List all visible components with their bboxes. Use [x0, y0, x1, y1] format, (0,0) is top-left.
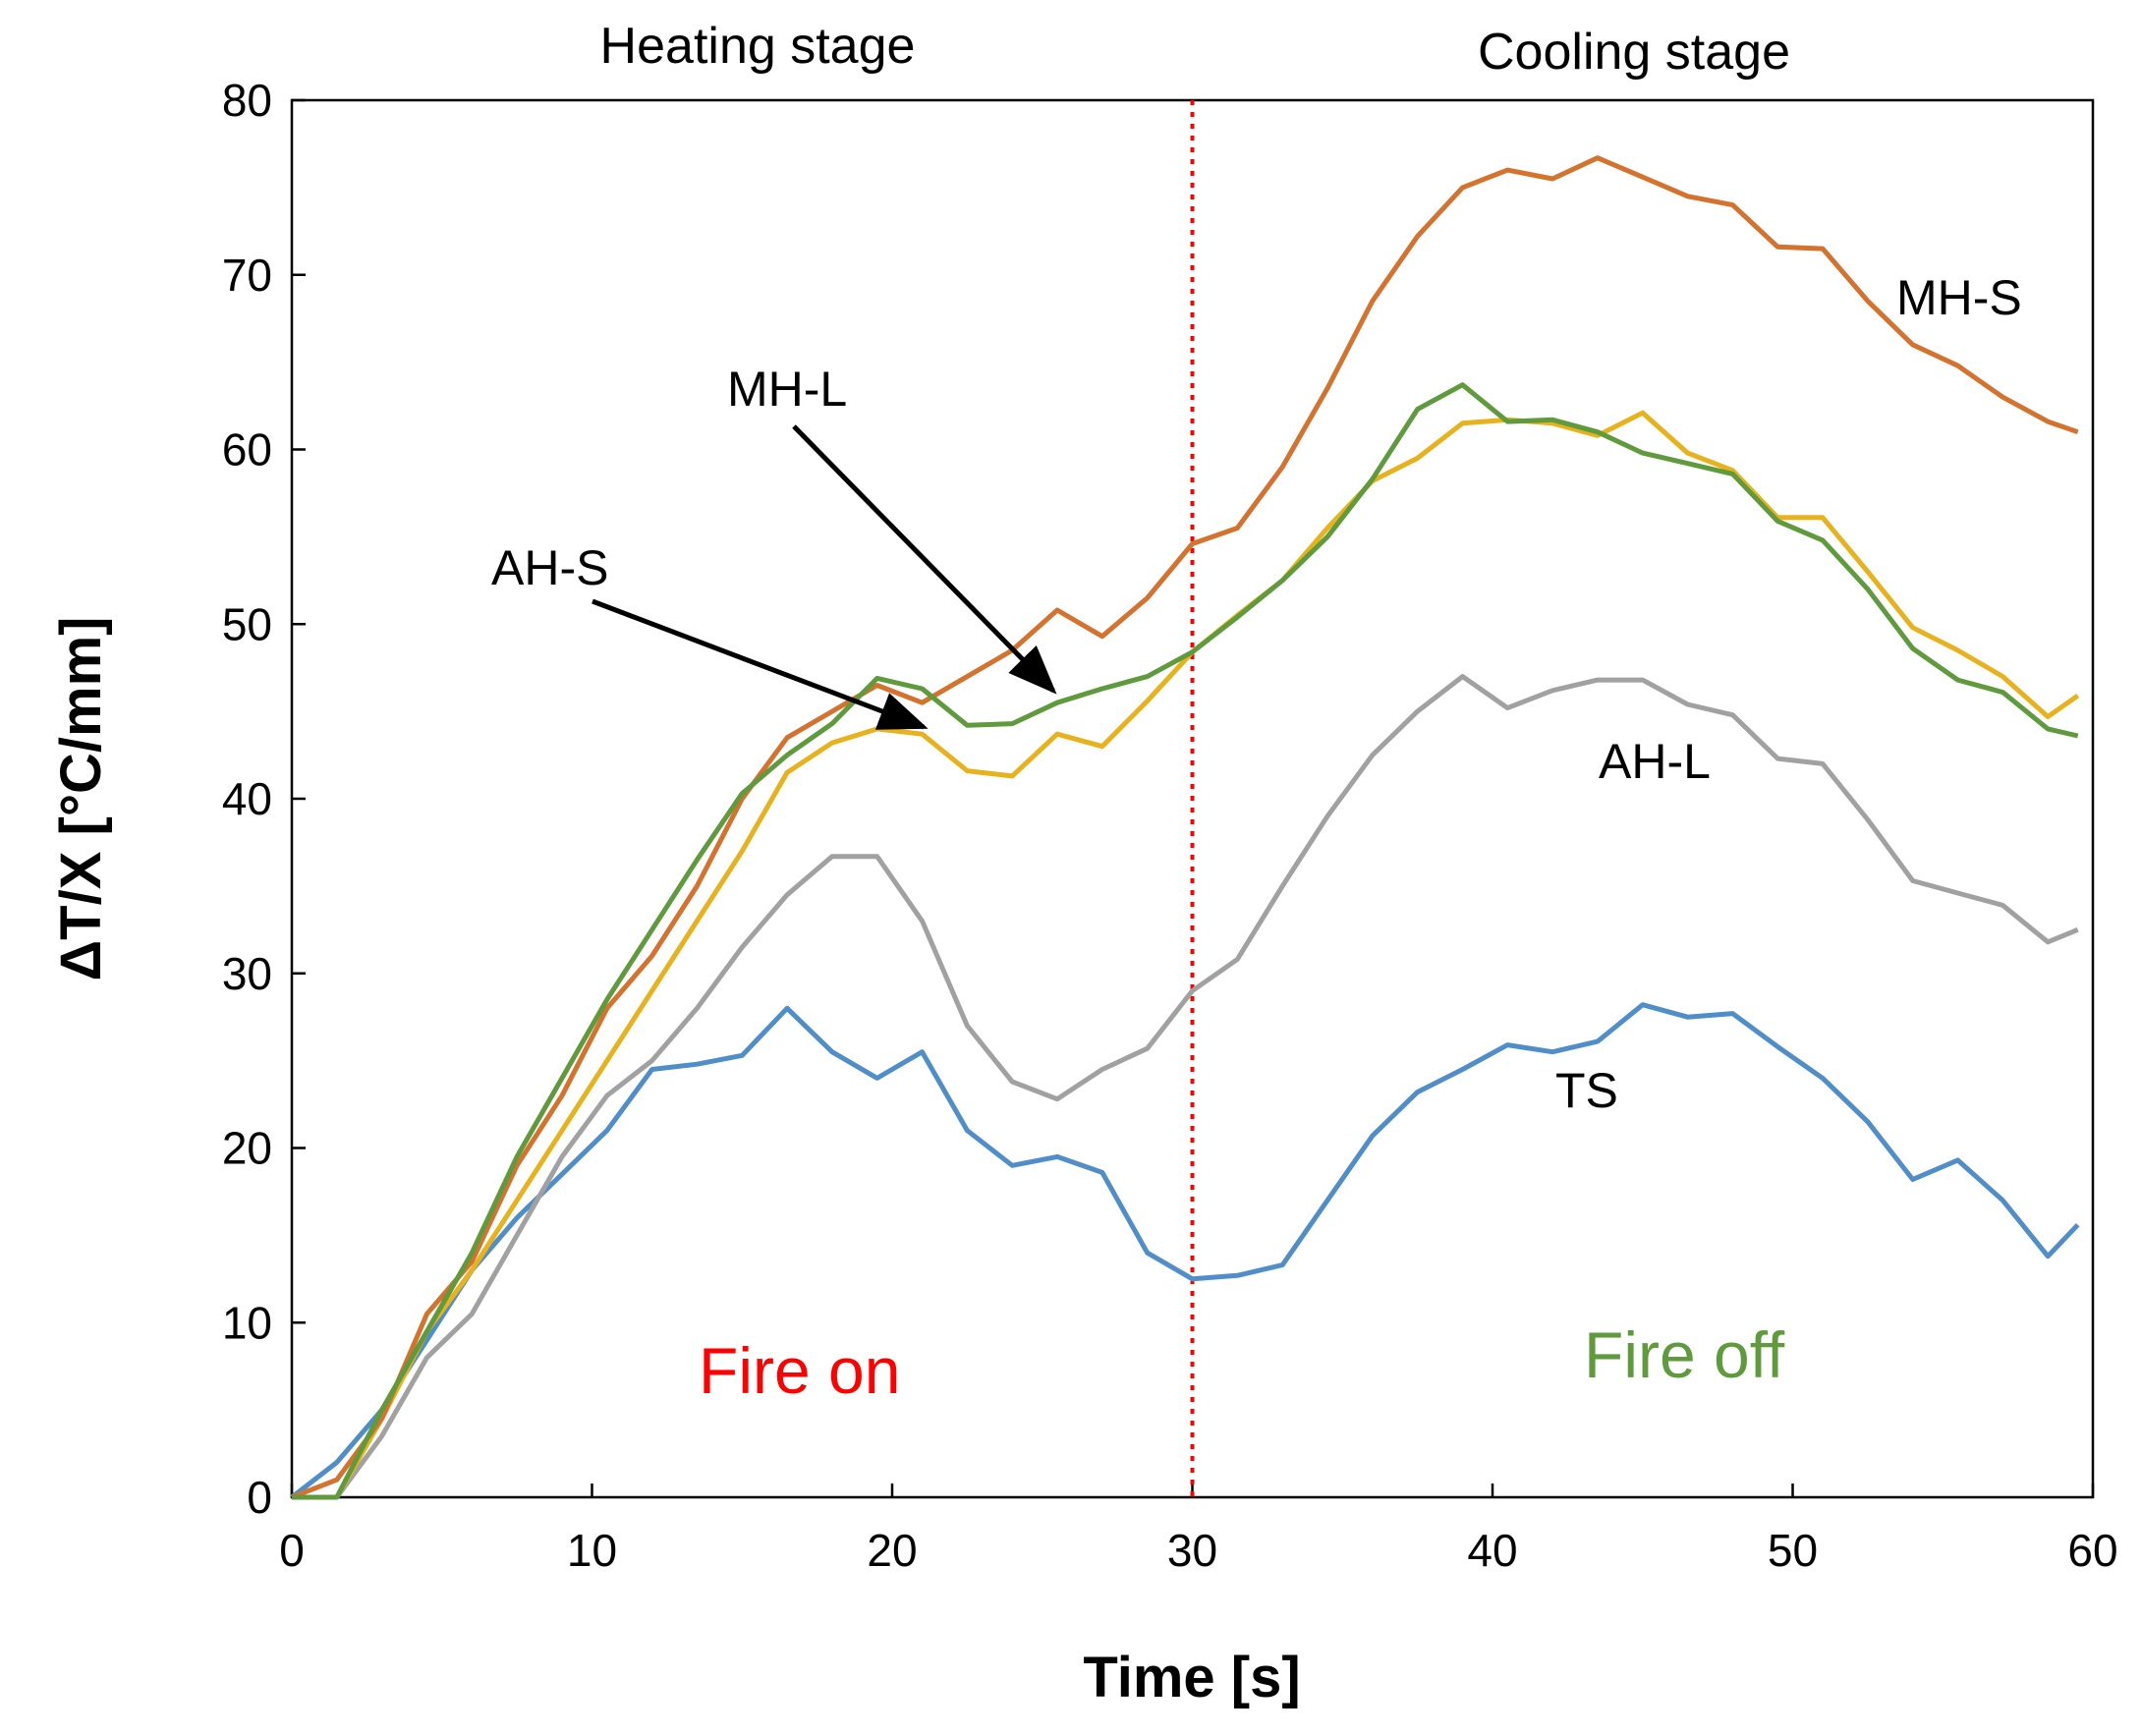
fire-off-label: Fire off	[1584, 1318, 1785, 1391]
mh-l-pointer-arrow	[792, 424, 1057, 695]
x-tick-label: 60	[2067, 1525, 2117, 1576]
series-line-ah-l	[292, 674, 2079, 1500]
x-tick-label: 20	[867, 1525, 917, 1576]
cooling-stage-label: Cooling stage	[1478, 24, 1790, 81]
series-lines	[290, 155, 2080, 1500]
y-axis-ticks: 0 10 20 30 40 50 60 70 80	[222, 75, 306, 1523]
ah-s-pointer-arrow	[592, 598, 929, 730]
x-tick-label: 50	[1768, 1525, 1818, 1576]
y-tick-label: 80	[222, 75, 272, 126]
series-label-mh-s: MH-S	[1896, 270, 2022, 325]
series-line-mh-s	[291, 155, 2079, 1500]
y-tick-label: 60	[222, 424, 272, 476]
y-tick-label: 0	[247, 1472, 272, 1523]
series-line-ts	[290, 1002, 2080, 1499]
x-axis-title: Time [s]	[1083, 1646, 1300, 1709]
y-tick-label: 50	[222, 598, 272, 649]
x-tick-label: 40	[1467, 1525, 1517, 1576]
fire-on-label: Fire on	[699, 1334, 900, 1407]
y-tick-label: 20	[222, 1123, 272, 1174]
series-label-mh-l: MH-L	[727, 362, 847, 417]
x-tick-label: 30	[1167, 1525, 1217, 1576]
series-line-mh-l	[292, 382, 2079, 1500]
x-axis-ticks: 0 10 20 30 40 50 60	[279, 1484, 2118, 1576]
y-tick-label: 30	[222, 948, 272, 999]
y-tick-label: 10	[222, 1297, 272, 1348]
x-tick-label: 0	[279, 1525, 305, 1576]
y-tick-label: 40	[222, 773, 272, 824]
series-label-ah-s: AH-S	[491, 540, 608, 595]
y-axis-title: ΔT/X [°C/mm]	[49, 617, 113, 981]
series-label-ah-l: AH-L	[1599, 734, 1711, 789]
heating-stage-label: Heating stage	[600, 18, 916, 75]
x-tick-label: 10	[567, 1525, 617, 1576]
series-label-ts: TS	[1555, 1063, 1618, 1118]
y-tick-label: 70	[222, 250, 272, 301]
